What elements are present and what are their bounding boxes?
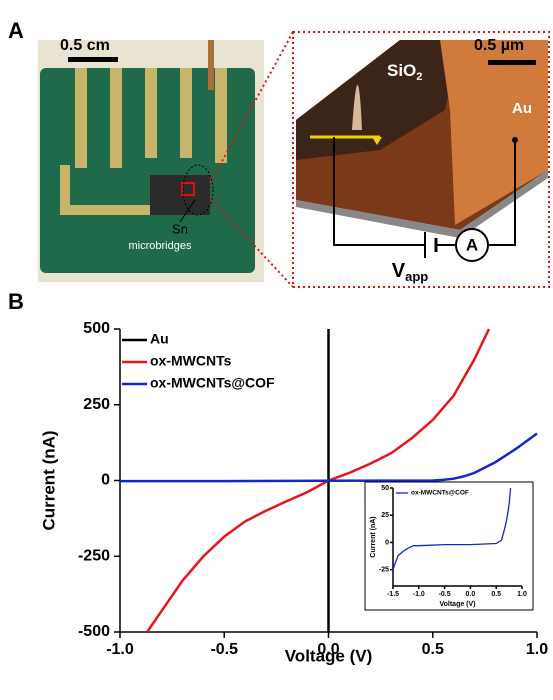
y-tick-label: 250 <box>83 396 110 413</box>
scale-label: 0.5 µm <box>474 37 524 54</box>
sn-label: Sn <box>172 221 188 236</box>
legend-label: ox-MWCNTs@COF <box>150 375 275 391</box>
x-tick-label: -1.0 <box>106 641 134 658</box>
x-tick-label: -1.0 <box>413 591 425 598</box>
scale-bar <box>488 60 536 65</box>
sio2-sub: 2 <box>416 71 422 83</box>
figure: A 0.5 cm Sn microbridges A Vapp SiO2 Au … <box>0 0 553 700</box>
x-tick-label: 1.0 <box>526 641 548 658</box>
y-tick-label: 25 <box>381 512 389 519</box>
scale-bar <box>68 57 118 62</box>
y-axis-title: Current (nA) <box>370 516 377 557</box>
y-tick-label: 0 <box>385 539 389 546</box>
au-label: Au <box>512 100 532 117</box>
vapp-main: V <box>392 260 406 282</box>
y-tick-label: -250 <box>78 547 110 564</box>
ammeter-label: A <box>466 235 478 254</box>
page: {"panel_a":{"label":"A","scale_left":"0.… <box>0 0 553 700</box>
y-tick-label: -500 <box>78 623 110 640</box>
contact <box>512 137 518 143</box>
x-tick-label: 0.0 <box>466 591 476 598</box>
chip <box>150 175 210 215</box>
x-axis-title: Voltage (V) <box>439 601 475 608</box>
sio2-main: SiO <box>387 61 416 80</box>
vapp-sub: app <box>405 269 428 284</box>
x-tick-label: -0.5 <box>439 591 451 598</box>
x-tick-label: 1.0 <box>517 591 527 598</box>
scale-label: 0.5 cm <box>60 37 110 54</box>
legend-label: Au <box>150 331 169 347</box>
microbridges-label: microbridges <box>129 240 192 252</box>
legend-label: ox-MWCNTs@COF <box>411 490 469 497</box>
y-tick-label: 500 <box>83 320 110 337</box>
y-axis-title: Current (nA) <box>39 430 58 530</box>
y-tick-label: 0 <box>101 472 110 489</box>
x-tick-label: -1.5 <box>387 591 399 598</box>
x-tick-label: -0.5 <box>210 641 238 658</box>
wire <box>208 40 214 90</box>
y-tick-label: 50 <box>381 485 389 492</box>
y-tick-label: -25 <box>379 567 389 574</box>
x-tick-label: 0.5 <box>491 591 501 598</box>
x-tick-label: 0.5 <box>422 641 444 658</box>
legend-label: ox-MWCNTs <box>150 353 232 369</box>
panel-label: A <box>8 18 24 43</box>
panel-label: B <box>8 289 24 314</box>
x-axis-title: Voltage (V) <box>285 646 373 665</box>
